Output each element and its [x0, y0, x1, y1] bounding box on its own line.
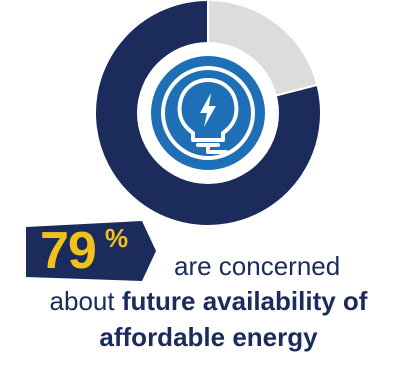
lightning-bolt-icon: [200, 93, 216, 127]
percentage-unit: %: [105, 223, 129, 253]
lightbulb-lightning-icon: [177, 78, 239, 154]
tag-shape: [26, 221, 156, 281]
caption-line-2: about future availability of: [0, 286, 417, 316]
caption-line-2-bold: future availability of: [121, 286, 368, 316]
donut-slice-concerned: [94, 0, 322, 227]
percentage-value: 79: [40, 222, 97, 280]
caption-line-2-normal: about: [49, 286, 122, 316]
caption-line-3: affordable energy: [99, 322, 318, 352]
icon-badge-ring: [161, 66, 255, 160]
percentage-tag: 79 %: [24, 221, 158, 281]
caption-line-1: are concerned: [174, 251, 341, 281]
